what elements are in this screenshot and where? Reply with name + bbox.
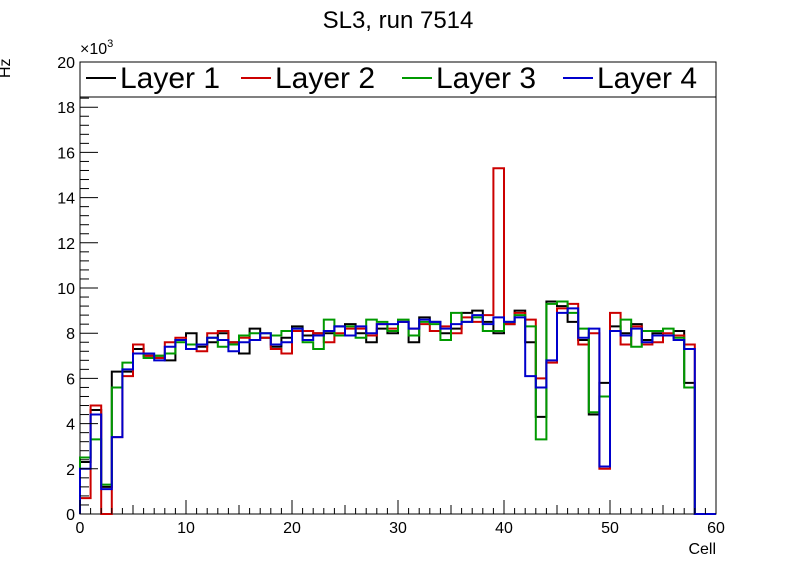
- legend-box: [79, 61, 717, 98]
- x-tick-label: 60: [707, 520, 725, 537]
- y-tick-label: 0: [66, 507, 75, 524]
- x-tick-label: 50: [601, 520, 619, 537]
- axes-layer: 0 10 20 30 40 50 60 0 2 4 6 8 10 12 14 16 18 20: [57, 55, 725, 537]
- chart-title: SL3, run 7514: [323, 7, 474, 34]
- y-tick-label: 4: [66, 417, 75, 434]
- legend-label-layer-3: Layer 3: [436, 62, 536, 95]
- y-tick-label: 6: [66, 371, 75, 388]
- y-axis-multiplier-exponent: 3: [107, 38, 113, 50]
- x-tick-label: 10: [177, 520, 195, 537]
- y-axis-multiplier-base: ×10: [80, 41, 107, 58]
- series-layer: [79, 167, 716, 515]
- x-tick-label: 30: [389, 520, 407, 537]
- y-tick-label: 14: [57, 191, 75, 208]
- y-tick-label: 10: [57, 281, 75, 298]
- y-tick-label: 18: [57, 100, 75, 117]
- x-axis-label: Cell: [688, 541, 716, 558]
- legend-label-layer-4: Layer 4: [597, 62, 697, 95]
- y-tick-label: 16: [57, 145, 75, 162]
- y-axis-multiplier: ×103: [80, 38, 113, 58]
- legend: Layer 1 Layer 2 Layer 3 Layer 4: [79, 61, 717, 98]
- y-tick-label: 2: [66, 462, 75, 479]
- x-tick-label: 20: [283, 520, 301, 537]
- y-axis-label: Hz: [0, 58, 14, 78]
- y-tick-label: 20: [57, 55, 75, 72]
- series-line-layer-4: [79, 307, 716, 515]
- legend-label-layer-2: Layer 2: [275, 62, 375, 95]
- y-tick-label: 12: [57, 236, 75, 253]
- x-tick-label: 40: [495, 520, 513, 537]
- x-tick-label: 0: [76, 520, 85, 537]
- y-tick-label: 8: [66, 326, 75, 343]
- legend-label-layer-1: Layer 1: [120, 62, 220, 95]
